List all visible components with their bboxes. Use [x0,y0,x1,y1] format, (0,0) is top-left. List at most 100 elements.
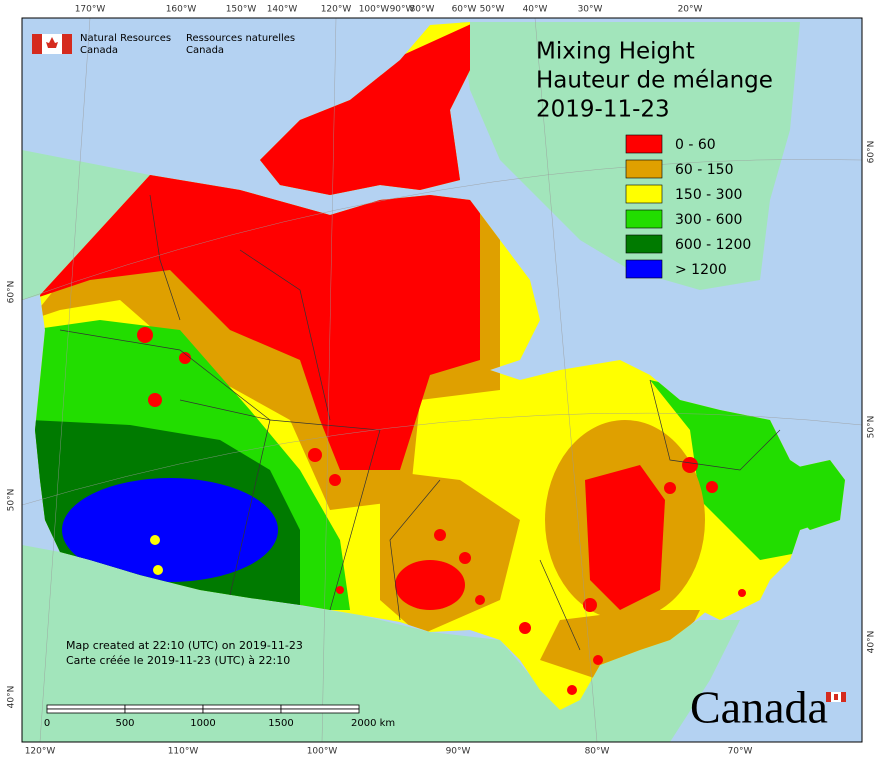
graticule-label: 40°W [523,5,548,15]
alaska-land [22,150,150,300]
graticule [534,18,598,742]
legend-label: > 1200 [675,262,727,278]
graticule-label: 160°W [166,5,197,15]
hotspot [567,685,577,695]
hotspot [738,589,746,597]
graticule-label: 120°W [321,5,352,15]
legend-label: 0 - 60 [675,137,716,153]
logo-text: Canada [80,45,118,56]
border [649,379,781,471]
scale-segment [124,708,204,714]
graticule [22,159,862,301]
hotspot [179,352,191,364]
map-frame [21,17,863,743]
title: Mixing Height [536,39,695,65]
scale-segment [280,708,360,714]
graticule-label: 40°N [867,631,877,654]
scale-segment [124,704,204,710]
legend-label: 300 - 600 [675,212,742,228]
legend-label: 600 - 1200 [675,237,751,253]
greenland-land [460,22,800,290]
hotspot [475,595,485,605]
graticule-label: 100°W [359,5,390,15]
graticule-labels: 170°W 160°W 150°W 140°W 120°W 100°W 90°W80°W 60… [7,5,877,757]
scale-segment [46,708,126,714]
map-area [22,18,862,742]
graticule-label: 50°W [480,5,505,15]
graticule-label: 20°W [678,5,703,15]
logo-text: Ressources naturelles [186,33,295,44]
legend-swatch [625,184,663,204]
graticule-label: 30°W [578,5,603,15]
graticule [22,412,862,506]
scale-bar: 0 500 1000 1500 2000 km [44,704,395,729]
graticule [321,18,337,742]
hotspot [336,586,344,594]
mini-flag [841,692,846,702]
graticule-label: 80°W [585,747,610,757]
usa-land [22,545,740,742]
graticule-label: 100°W [307,747,338,757]
hotspot [148,393,162,407]
hotspot [664,482,676,494]
flag-bar [32,34,42,54]
legend-label: 60 - 150 [675,162,734,178]
legend-swatch [625,134,663,154]
graticule-lines [22,18,862,742]
hotspot [329,474,341,486]
scale-segment [202,704,282,710]
hotspot [137,327,153,343]
graticule [39,18,91,742]
hotspot [459,552,471,564]
legend-swatch [625,209,663,229]
hotspot [308,448,322,462]
logo-text: Canada [186,45,224,56]
zone [62,478,278,582]
canada-wordmark: Canada [690,682,846,733]
zone [540,610,700,680]
scale-label: 500 [115,718,134,729]
scale-segment [202,708,282,714]
border [539,559,581,651]
border [149,194,181,321]
flag-leaf [46,37,58,48]
legend-swatch [625,234,663,254]
flag-bar [62,34,72,54]
hotspot [706,481,718,493]
graticule-label: 60°N [867,141,877,164]
graticule-label: 80°W [410,5,435,15]
note: Map created at 22:10 (UTC) on 2019-11-23 [66,639,303,652]
graticule-label: 120°W [25,747,56,757]
legend-label: 150 - 300 [675,187,742,203]
zone [35,22,480,470]
border [269,419,381,611]
graticule-label: 50°N [7,489,17,512]
province-borders [59,194,781,651]
graticule-label: 60°N [7,281,17,304]
hotspot [682,457,698,473]
legend: 0 - 60 60 - 150 150 - 300 300 - 600 600 - 12… [625,134,751,279]
graticule-label: 50°N [867,416,877,439]
zone [585,465,665,610]
logo-text: Natural Resources [80,33,171,44]
note: Carte créée le 2019-11-23 (UTC) à 22:10 [66,654,290,667]
border [239,249,331,421]
legend-swatch [625,259,663,279]
zone [650,380,845,560]
scale-label: 0 [44,718,50,729]
scale-segment [46,704,126,710]
wordmark: Canada [690,682,828,733]
hotspot [519,622,531,634]
scale-label: 1000 [190,718,215,729]
hotspot [434,529,446,541]
graticule-label: 60°W [452,5,477,15]
legend-swatch [625,159,663,179]
graticule-label: 110°W [168,747,199,757]
graticule-label: 150°W [226,5,257,15]
mini-flag [834,694,838,700]
scale-segment [280,704,360,710]
hotspot [150,535,160,545]
title: Hauteur de mélange [536,68,773,94]
scale-label: 2000 km [351,718,395,729]
